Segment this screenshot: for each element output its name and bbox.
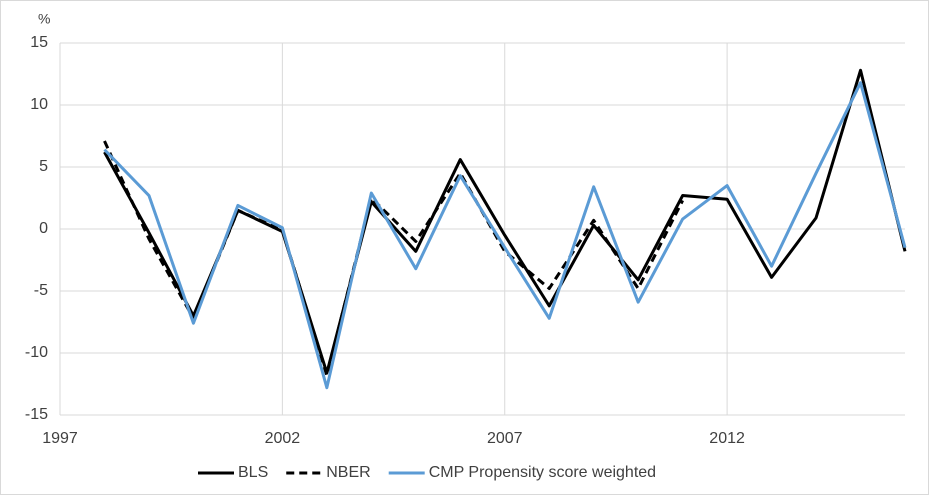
legend-label: NBER (326, 464, 370, 481)
series-line (103, 140, 684, 377)
y-tick-label: -10 (25, 344, 48, 361)
x-tick-label: 1997 (42, 430, 78, 447)
y-tick-label: -5 (34, 282, 48, 299)
x-tick-label: 2012 (709, 430, 745, 447)
y-axis-label: % (38, 11, 50, 27)
y-tick-label: 10 (30, 96, 48, 113)
y-tick-label: 0 (39, 220, 48, 237)
x-tick-label: 2007 (487, 430, 523, 447)
y-tick-label: 15 (30, 34, 48, 51)
legend-label: CMP Propensity score weighted (429, 464, 656, 481)
legend-label: BLS (238, 464, 268, 481)
series-line (103, 81, 907, 390)
y-tick-label: 5 (39, 158, 48, 175)
y-tick-label: -15 (25, 406, 48, 423)
x-tick-label: 2002 (265, 430, 301, 447)
